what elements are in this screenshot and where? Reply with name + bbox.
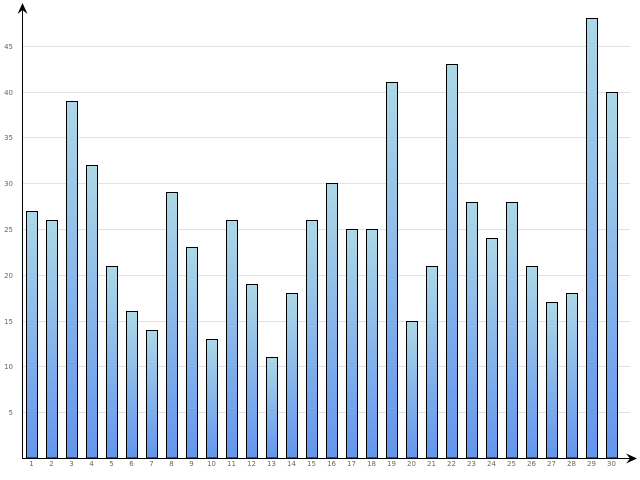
y-tick-label: 25 (4, 226, 13, 234)
bar (66, 101, 78, 459)
bar (526, 266, 538, 459)
bars (26, 18, 618, 459)
x-tick-label: 18 (367, 460, 376, 468)
bar (326, 183, 338, 459)
x-tick-label: 12 (247, 460, 256, 468)
bar (486, 238, 498, 459)
x-tick-label: 11 (227, 460, 236, 468)
x-tick-label: 26 (527, 460, 536, 468)
axes (17, 3, 637, 464)
y-tick-label: 45 (4, 43, 13, 51)
x-tick-label: 29 (587, 460, 596, 468)
bar (266, 357, 278, 459)
bar (206, 339, 218, 459)
bar (446, 64, 458, 459)
x-tick-label: 30 (607, 460, 616, 468)
y-tick-label: 10 (4, 363, 13, 371)
bar (26, 211, 38, 459)
x-tick-label: 15 (307, 460, 316, 468)
x-tick-label: 21 (427, 460, 436, 468)
x-tick-label: 17 (347, 460, 356, 468)
x-tick-label: 14 (287, 460, 296, 468)
bar (146, 330, 158, 459)
bar (306, 220, 318, 459)
bar (226, 220, 238, 459)
y-tick-label: 30 (4, 180, 13, 188)
x-tick-label: 24 (487, 460, 496, 468)
x-tick-label: 6 (129, 460, 134, 468)
bar (286, 293, 298, 459)
x-tick-label: 23 (467, 460, 476, 468)
bar (246, 284, 258, 459)
bar (46, 220, 58, 459)
x-tick-label: 25 (507, 460, 516, 468)
x-tick-label: 27 (547, 460, 556, 468)
x-tick-label: 20 (407, 460, 416, 468)
y-tick-label: 35 (4, 134, 13, 142)
x-tick-label: 7 (149, 460, 153, 468)
y-tick-label: 5 (9, 409, 13, 417)
bar (126, 311, 138, 459)
bar (406, 321, 418, 459)
bar (546, 302, 558, 459)
y-tick-label: 15 (4, 318, 13, 326)
x-tick-label: 8 (169, 460, 173, 468)
x-tick-labels: 1 2 3 4 5 6 7 8 9 10 11 12 13 14 15 16 17 18 19 20 21 22 23 24 2… (29, 460, 616, 468)
x-tick-label: 5 (109, 460, 113, 468)
x-tick-label: 1 (29, 460, 33, 468)
bar (566, 293, 578, 459)
bar (166, 192, 178, 459)
x-tick-label: 28 (567, 460, 576, 468)
y-tick-label: 20 (4, 272, 13, 280)
y-axis-arrow-icon (17, 3, 28, 14)
x-tick-label: 19 (387, 460, 396, 468)
bar (386, 82, 398, 459)
x-tick-label: 10 (207, 460, 216, 468)
x-tick-label: 9 (189, 460, 193, 468)
x-axis-arrow-icon (626, 453, 637, 464)
x-tick-label: 22 (447, 460, 456, 468)
bar (86, 165, 98, 459)
bar (366, 229, 378, 459)
bar (586, 18, 598, 459)
bar (506, 202, 518, 459)
bar (186, 247, 198, 459)
x-tick-label: 3 (69, 460, 73, 468)
x-tick-label: 2 (49, 460, 53, 468)
bar (106, 266, 118, 459)
bar (466, 202, 478, 459)
x-tick-label: 16 (327, 460, 336, 468)
x-tick-label: 4 (89, 460, 94, 468)
y-tick-labels: 5 10 15 20 25 30 35 40 45 (4, 43, 13, 417)
x-tick-label: 13 (267, 460, 276, 468)
bar (426, 266, 438, 459)
bar (606, 92, 618, 459)
bar (346, 229, 358, 459)
y-tick-label: 40 (4, 89, 13, 97)
